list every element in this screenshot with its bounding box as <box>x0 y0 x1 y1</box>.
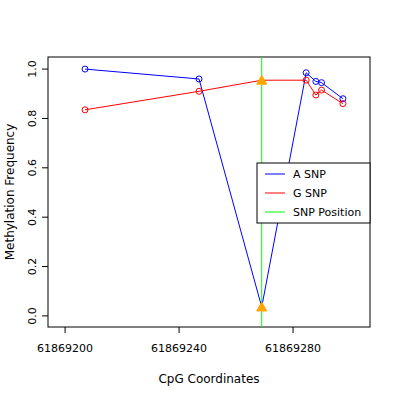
x-axis-label: CpG Coordinates <box>158 372 259 386</box>
x-tick <box>65 327 66 333</box>
data-point <box>313 78 319 84</box>
y-tick-label: 0.8 <box>26 110 39 128</box>
x-tick-label: 61869240 <box>151 342 207 355</box>
data-point <box>313 92 319 98</box>
y-tick-label: 0.2 <box>26 258 39 276</box>
legend-box <box>257 163 370 223</box>
legend-swatch <box>265 193 285 194</box>
legend-label: G SNP <box>293 187 327 200</box>
x-tick-label: 61869280 <box>265 342 321 355</box>
legend-swatch <box>265 212 285 213</box>
series-line <box>85 80 343 110</box>
legend-swatch <box>265 174 285 175</box>
snp-point <box>257 75 267 84</box>
data-point <box>319 87 325 93</box>
legend: A SNP G SNP SNP Position <box>257 163 370 223</box>
y-tick <box>42 217 48 218</box>
chart: 61869200 61869240 61869280 0.0 0.2 0.4 0.6 0.8 1… <box>0 0 400 400</box>
y-tick <box>42 315 48 316</box>
data-point <box>319 80 325 86</box>
legend-label: SNP Position <box>293 206 361 219</box>
snp-point <box>257 302 267 311</box>
y-tick <box>42 266 48 267</box>
y-tick <box>42 69 48 70</box>
data-point <box>196 76 202 82</box>
data-point <box>303 70 309 76</box>
y-tick-label: 1.0 <box>26 60 39 78</box>
data-point <box>340 101 346 107</box>
plot-area <box>82 57 346 327</box>
series-line <box>85 69 343 307</box>
y-tick-label: 0.4 <box>26 208 39 226</box>
x-tick <box>179 327 180 333</box>
data-point <box>303 77 309 83</box>
y-tick-label: 0.6 <box>26 159 39 177</box>
legend-label: A SNP <box>293 168 326 181</box>
x-tick <box>293 327 294 333</box>
y-tick <box>42 167 48 168</box>
data-point <box>82 107 88 113</box>
data-point <box>82 66 88 72</box>
data-point <box>196 88 202 94</box>
y-tick <box>42 118 48 119</box>
x-tick-label: 61869200 <box>37 342 93 355</box>
y-tick-label: 0.0 <box>26 307 39 325</box>
y-axis-label: Methylation Frequency <box>3 124 17 261</box>
plot-frame <box>48 57 370 327</box>
